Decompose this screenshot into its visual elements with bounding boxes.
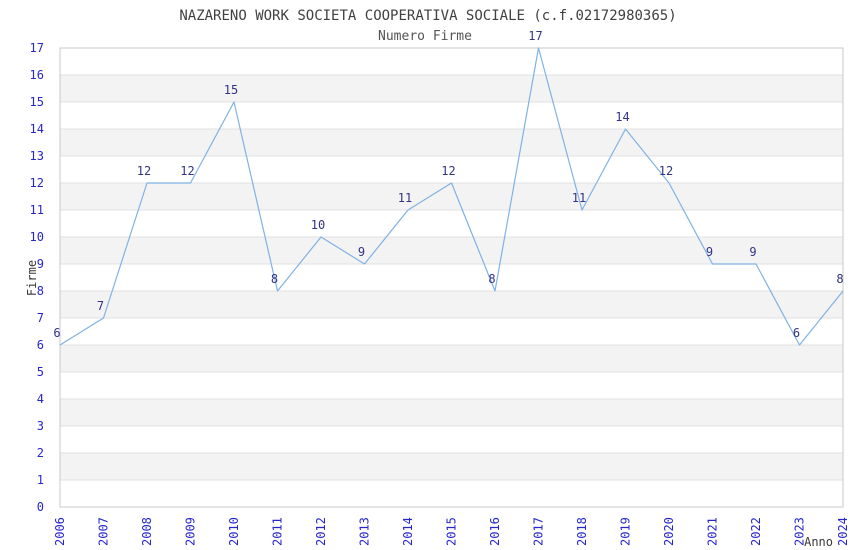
x-tick-label: 2006 — [53, 517, 67, 546]
value-label: 17 — [528, 29, 542, 43]
x-tick-label: 2022 — [749, 517, 763, 546]
y-tick-label: 0 — [37, 500, 44, 514]
x-tick-label: 2015 — [445, 517, 459, 546]
x-tick-label: 2016 — [488, 517, 502, 546]
x-tick-label: 2013 — [358, 517, 372, 546]
y-tick-label: 3 — [37, 419, 44, 433]
value-label: 12 — [180, 164, 194, 178]
grid-band — [60, 183, 843, 210]
x-tick-label: 2024 — [836, 517, 850, 546]
x-tick-label: 2014 — [401, 517, 415, 546]
y-tick-label: 14 — [30, 122, 44, 136]
y-tick-label: 2 — [37, 446, 44, 460]
plot-border — [59, 47, 844, 508]
x-tick-label: 2017 — [532, 517, 546, 546]
y-tick-label: 11 — [30, 203, 44, 217]
y-tick-label: 12 — [30, 176, 44, 190]
y-tick-label: 15 — [30, 95, 44, 109]
x-tick-label: 2021 — [706, 517, 720, 546]
grid-band — [60, 291, 843, 318]
value-label: 7 — [97, 299, 104, 313]
value-label: 8 — [271, 272, 278, 286]
y-tick-label: 8 — [37, 284, 44, 298]
x-tick-label: 2011 — [271, 517, 285, 546]
value-label: 10 — [311, 218, 325, 232]
data-line — [59, 47, 844, 346]
value-label: 9 — [749, 245, 756, 259]
y-tick-label: 4 — [37, 392, 44, 406]
x-tick-label: 2010 — [227, 517, 241, 546]
grid-band — [60, 129, 843, 156]
chart-title: NAZARENO WORK SOCIETA COOPERATIVA SOCIAL… — [179, 8, 676, 24]
y-axis-title: Firme — [25, 260, 39, 296]
value-label: 11 — [398, 191, 412, 205]
y-tick-label: 5 — [37, 365, 44, 379]
x-tick-label: 2007 — [97, 517, 111, 546]
value-label: 12 — [137, 164, 151, 178]
value-label: 14 — [615, 110, 629, 124]
value-label: 12 — [441, 164, 455, 178]
grid-band — [60, 75, 843, 102]
grid-band — [60, 399, 843, 426]
x-tick-label: 2009 — [184, 517, 198, 546]
value-label: 6 — [53, 326, 60, 340]
value-label: 8 — [836, 272, 843, 286]
value-label: 9 — [706, 245, 713, 259]
x-tick-label: 2018 — [575, 517, 589, 546]
value-label: 12 — [659, 164, 673, 178]
y-tick-label: 1 — [37, 473, 44, 487]
x-tick-label: 2023 — [793, 517, 807, 546]
chart-subtitle: Numero Firme — [378, 29, 472, 44]
value-label: 15 — [224, 83, 238, 97]
value-label: 8 — [488, 272, 495, 286]
x-tick-label: 2008 — [140, 517, 154, 546]
value-label: 11 — [572, 191, 586, 205]
y-tick-label: 7 — [37, 311, 44, 325]
grid-band — [60, 453, 843, 480]
value-label: 9 — [358, 245, 365, 259]
x-tick-label: 2012 — [314, 517, 328, 546]
y-tick-label: 16 — [30, 68, 44, 82]
y-tick-label: 9 — [37, 257, 44, 271]
y-tick-label: 10 — [30, 230, 44, 244]
x-tick-label: 2019 — [619, 517, 633, 546]
grid-band — [60, 345, 843, 372]
x-axis-title: Anno — [804, 535, 833, 549]
x-tick-label: 2020 — [662, 517, 676, 546]
value-label: 6 — [793, 326, 800, 340]
y-tick-label: 13 — [30, 149, 44, 163]
y-tick-label: 6 — [37, 338, 44, 352]
y-tick-label: 17 — [30, 41, 44, 55]
grid-band — [60, 237, 843, 264]
